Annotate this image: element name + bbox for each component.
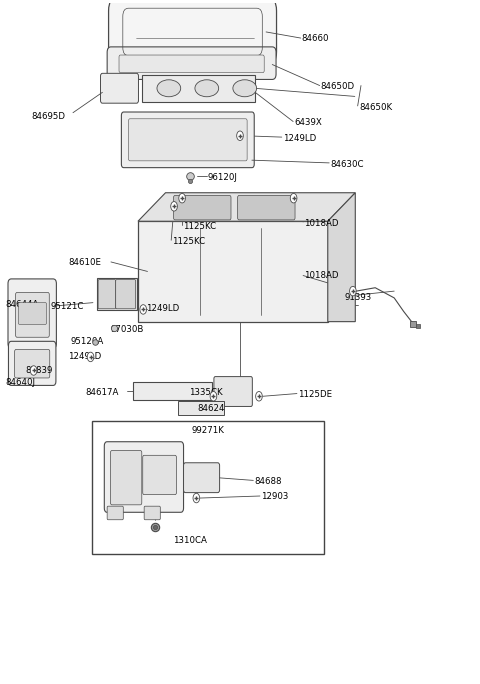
Text: 95120A: 95120A <box>70 337 103 347</box>
Circle shape <box>87 352 94 362</box>
FancyBboxPatch shape <box>183 463 219 492</box>
Circle shape <box>30 366 37 376</box>
Text: 6439X: 6439X <box>294 118 322 127</box>
FancyBboxPatch shape <box>178 401 224 415</box>
Circle shape <box>256 391 262 401</box>
FancyBboxPatch shape <box>14 350 50 378</box>
Text: 84660: 84660 <box>301 34 329 42</box>
FancyBboxPatch shape <box>143 456 177 495</box>
Text: 84630C: 84630C <box>330 160 364 169</box>
Text: 1018AD: 1018AD <box>304 271 338 280</box>
Ellipse shape <box>157 80 180 96</box>
FancyBboxPatch shape <box>121 112 254 168</box>
FancyBboxPatch shape <box>100 73 138 103</box>
Circle shape <box>237 131 243 140</box>
Text: 95121C: 95121C <box>50 302 84 311</box>
FancyBboxPatch shape <box>119 55 264 73</box>
FancyBboxPatch shape <box>107 47 276 79</box>
Text: 1310CA: 1310CA <box>173 536 206 544</box>
FancyBboxPatch shape <box>98 280 116 308</box>
Ellipse shape <box>233 80 257 96</box>
FancyBboxPatch shape <box>104 442 183 512</box>
FancyBboxPatch shape <box>18 302 47 324</box>
Circle shape <box>171 202 178 211</box>
Text: 84650D: 84650D <box>321 82 355 92</box>
Text: 1249LD: 1249LD <box>283 134 316 143</box>
Text: 85839: 85839 <box>25 366 53 375</box>
FancyBboxPatch shape <box>97 278 137 310</box>
Polygon shape <box>328 193 355 321</box>
Circle shape <box>179 194 185 203</box>
Text: 1335CK: 1335CK <box>189 389 223 397</box>
FancyBboxPatch shape <box>110 451 142 505</box>
Text: 84624: 84624 <box>197 404 225 413</box>
Text: 97040: 97040 <box>111 292 138 301</box>
Text: 1125KC: 1125KC <box>183 222 216 231</box>
Circle shape <box>290 194 297 203</box>
Text: 1125KC: 1125KC <box>172 237 205 246</box>
Text: 91393: 91393 <box>344 293 372 302</box>
FancyBboxPatch shape <box>9 341 56 385</box>
Text: 99271K: 99271K <box>192 425 225 435</box>
Text: 84640J: 84640J <box>5 378 35 387</box>
FancyBboxPatch shape <box>174 196 231 220</box>
Polygon shape <box>138 193 355 221</box>
Text: 97030B: 97030B <box>111 326 144 334</box>
FancyBboxPatch shape <box>214 377 252 406</box>
FancyBboxPatch shape <box>129 119 247 161</box>
FancyBboxPatch shape <box>133 382 212 400</box>
Circle shape <box>193 493 200 503</box>
Text: 12903: 12903 <box>261 492 289 501</box>
FancyBboxPatch shape <box>107 506 123 520</box>
Text: 84650K: 84650K <box>360 103 393 112</box>
Polygon shape <box>138 221 328 321</box>
FancyBboxPatch shape <box>8 279 56 348</box>
Text: 84610E: 84610E <box>68 258 101 267</box>
Circle shape <box>349 287 356 296</box>
Ellipse shape <box>195 80 219 96</box>
Polygon shape <box>92 421 324 553</box>
FancyBboxPatch shape <box>116 280 136 308</box>
Text: 84617A: 84617A <box>86 389 119 397</box>
Text: 1018AD: 1018AD <box>304 219 338 228</box>
Text: 1249LD: 1249LD <box>146 304 180 313</box>
Circle shape <box>140 304 146 314</box>
FancyBboxPatch shape <box>142 75 255 102</box>
FancyBboxPatch shape <box>144 506 160 520</box>
FancyBboxPatch shape <box>238 196 295 220</box>
Text: 1125DE: 1125DE <box>298 391 332 399</box>
Text: 84695D: 84695D <box>31 112 65 121</box>
Text: 96120J: 96120J <box>208 173 238 183</box>
Circle shape <box>210 391 217 401</box>
Text: 1249LD: 1249LD <box>68 352 101 361</box>
Text: 84688: 84688 <box>254 477 282 486</box>
FancyBboxPatch shape <box>15 293 49 337</box>
FancyBboxPatch shape <box>108 0 276 66</box>
Text: 84644A: 84644A <box>5 300 38 309</box>
